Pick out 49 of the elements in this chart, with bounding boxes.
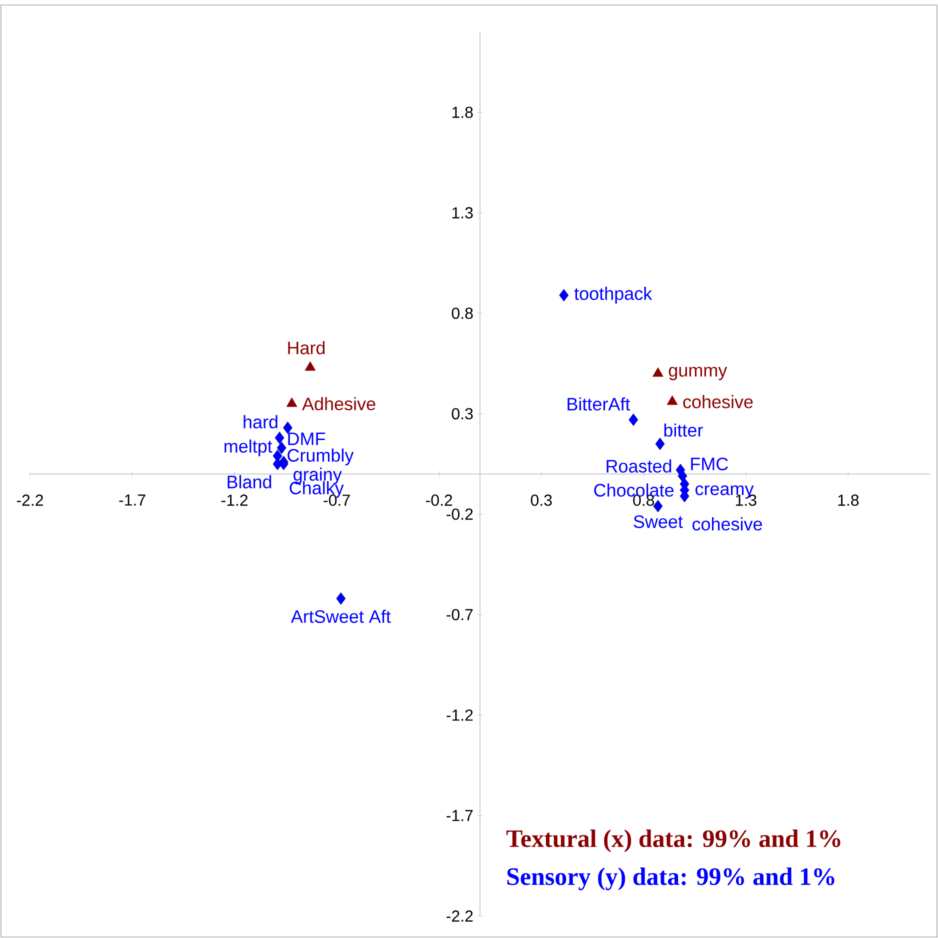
y-tick-label: -0.2 <box>446 508 473 520</box>
x-tick-label: -2.2 <box>16 494 43 506</box>
series-label: bitter <box>664 423 703 437</box>
point <box>276 442 286 454</box>
y-tick-label: -0.7 <box>446 608 473 620</box>
point <box>274 432 284 444</box>
x-tick-label: -1.7 <box>119 494 146 506</box>
y-tick-label: 1.8 <box>452 106 473 118</box>
series-label: BitterAft <box>568 397 630 411</box>
series-label: FMC <box>691 458 728 470</box>
point <box>336 592 346 605</box>
y-tick-label: 0.8 <box>452 308 473 319</box>
point <box>286 397 298 407</box>
x-tick-label: -0.2 <box>426 494 452 506</box>
x-tick-label: -1.2 <box>221 494 248 506</box>
y-tick-label: -1.7 <box>446 810 473 822</box>
point <box>559 288 569 302</box>
point <box>666 395 678 405</box>
series-label: Bland <box>228 475 272 488</box>
series-label: cohesive <box>683 395 753 408</box>
series-label: Adhesive <box>302 397 376 410</box>
series-label: hard <box>244 415 278 428</box>
series-label: DMF <box>288 432 326 446</box>
series-label: ArtSweet Aft <box>290 610 391 623</box>
y-tick-label: -2.2 <box>446 910 473 922</box>
series-label: Roasted <box>606 459 672 473</box>
series-label: Sweet <box>634 515 683 528</box>
annotation: Sensory (y) data: 99% and 1% <box>507 867 834 890</box>
series-label: Crumbly <box>288 448 354 466</box>
point <box>655 438 665 450</box>
series-label: toothpack <box>574 286 652 304</box>
y-tick-label: 0.3 <box>452 408 473 420</box>
annotation: Textural (x) data: 99% and 1% <box>506 830 840 852</box>
x-tick-label: 1.8 <box>838 494 859 506</box>
point <box>652 367 664 377</box>
point <box>680 490 690 502</box>
point <box>653 500 663 512</box>
series-label: gummy <box>668 366 728 380</box>
point <box>283 422 292 434</box>
point <box>678 470 688 482</box>
series-label: meltpt <box>224 439 272 456</box>
x-tick-label: 0.3 <box>530 494 552 506</box>
point <box>304 361 316 371</box>
point <box>628 414 638 426</box>
series-label: cohesive <box>692 517 762 531</box>
series-label: Hard <box>288 341 325 354</box>
series-label: Chocolate <box>594 483 674 497</box>
y-tick-label: -1.2 <box>446 710 473 721</box>
y-tick-label: 1.3 <box>452 207 473 218</box>
